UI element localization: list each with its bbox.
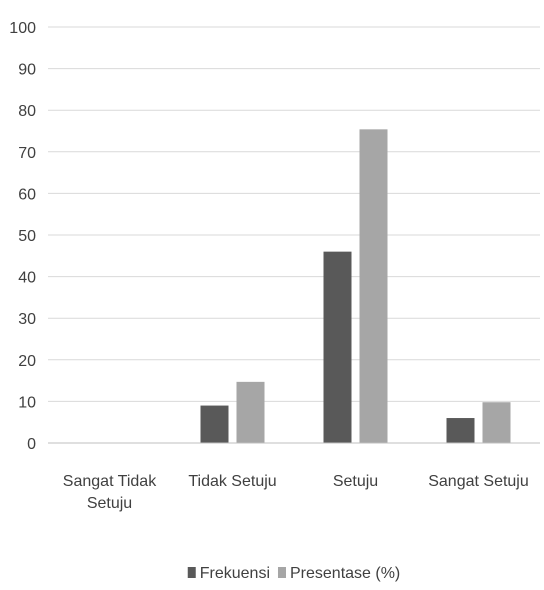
y-tick-label: 70 [18,145,36,162]
legend-item: Presentase (%) [277,565,400,582]
legend-swatch [187,567,196,578]
x-tick-label: Sangat Tidak Setuju [63,473,157,512]
legend-label: Presentase (%) [290,565,400,582]
bars [200,129,511,443]
bar-frekuensi [446,418,475,443]
y-tick-label: 80 [18,103,36,120]
gridlines [48,26,540,402]
x-tick-label: Sangat Setuju [428,473,529,490]
y-tick-label: 60 [18,186,36,203]
bar-presentase [236,381,265,443]
x-tick-label: Tidak Setuju [188,473,276,490]
bar-presentase [359,129,388,443]
legend-item: Frekuensi [187,565,270,582]
y-axis-tick-labels: 0 10 20 30 40 50 60 70 80 90 100 [9,20,36,453]
y-tick-label: 20 [18,353,36,370]
y-tick-label: 40 [18,270,36,287]
legend-swatch [277,567,286,578]
legend: Frekuensi Presentase (%) [187,565,400,582]
y-tick-label: 0 [27,436,36,453]
bar-frekuensi [200,405,229,443]
y-tick-label: 100 [9,20,36,37]
bar-presentase [482,402,511,443]
x-axis-category-labels: Sangat Tidak Setuju Tidak Setuju Setuju Sang… [63,473,529,512]
y-tick-label: 50 [18,228,36,245]
y-tick-label: 90 [18,62,36,79]
x-tick-label: Setuju [333,473,378,490]
y-tick-label: 30 [18,311,36,328]
legend-label: Frekuensi [200,565,270,582]
bar-frekuensi [323,251,352,443]
y-tick-label: 10 [18,394,36,411]
